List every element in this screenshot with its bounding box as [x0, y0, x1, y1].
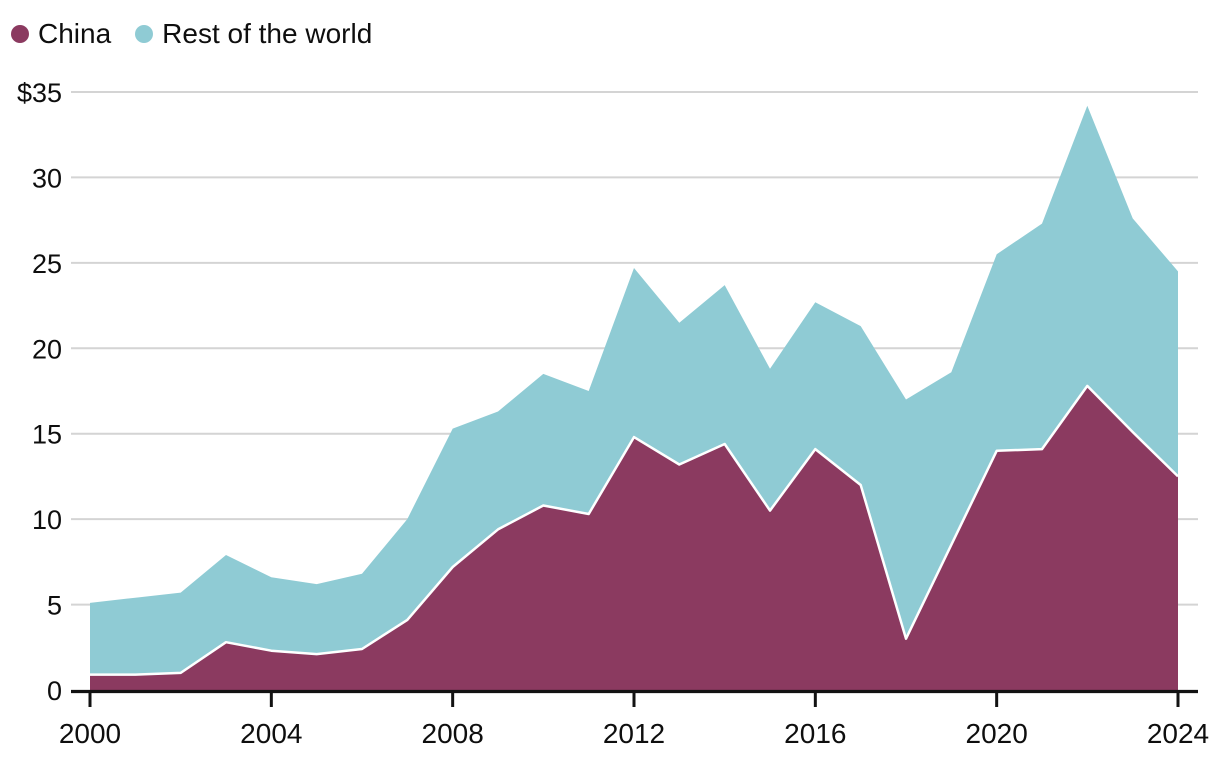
y-tick-label-20: 20: [32, 334, 62, 364]
legend-label: Rest of the world: [162, 18, 373, 49]
x-tick-label-2016: 2016: [784, 718, 846, 749]
x-tick-label-2024: 2024: [1147, 718, 1209, 749]
legend-dot-icon: [11, 25, 29, 43]
legend-item-rest-of-the-world: Rest of the world: [135, 20, 372, 48]
series-divider-line: [90, 384, 1179, 676]
y-tick-label-25: 25: [32, 249, 62, 279]
legend-item-china: China: [11, 20, 111, 48]
x-tick-label-2000: 2000: [59, 718, 121, 749]
y-tick-label-0: 0: [47, 676, 62, 706]
area-rest-of-the-world: [90, 105, 1178, 690]
y-tick-label-30: 30: [32, 163, 62, 193]
x-tick-label-2008: 2008: [422, 718, 484, 749]
legend: China Rest of the world: [11, 20, 372, 48]
x-tick-label-2004: 2004: [240, 718, 302, 749]
y-tick-label-10: 10: [32, 505, 62, 535]
area-china: [90, 385, 1178, 690]
y-tick-label-5: 5: [47, 591, 62, 621]
legend-label: China: [38, 18, 112, 49]
y-tick-label-15: 15: [32, 420, 62, 450]
legend-dot-icon: [135, 25, 154, 43]
x-tick-label-2020: 2020: [966, 718, 1028, 749]
y-tick-label-35: $35: [17, 78, 62, 108]
x-tick-label-2012: 2012: [603, 718, 665, 749]
